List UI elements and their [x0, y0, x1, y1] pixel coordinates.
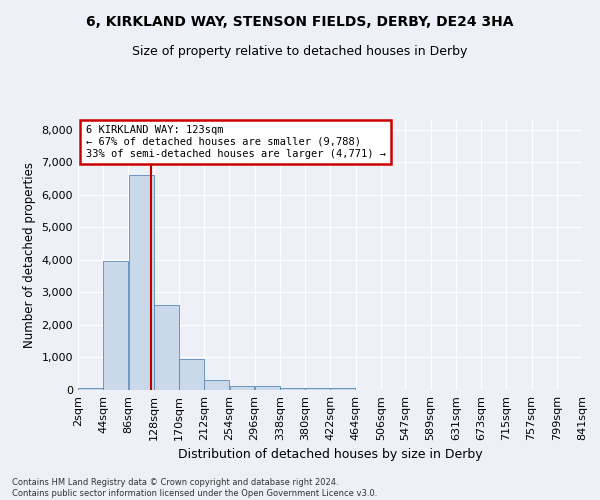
Text: 6 KIRKLAND WAY: 123sqm
← 67% of detached houses are smaller (9,788)
33% of semi-: 6 KIRKLAND WAY: 123sqm ← 67% of detached… [86, 126, 386, 158]
Bar [78, 388, 103, 390]
Text: Contains HM Land Registry data © Crown copyright and database right 2024.
Contai: Contains HM Land Registry data © Crown c… [12, 478, 377, 498]
Text: 6, KIRKLAND WAY, STENSON FIELDS, DERBY, DE24 3HA: 6, KIRKLAND WAY, STENSON FIELDS, DERBY, … [86, 15, 514, 29]
Bar [154, 305, 179, 390]
Bar [305, 388, 330, 390]
Bar [331, 388, 355, 390]
Bar [255, 386, 280, 390]
Y-axis label: Number of detached properties: Number of detached properties [23, 162, 36, 348]
Bar [179, 359, 204, 390]
Bar [103, 260, 128, 390]
X-axis label: Distribution of detached houses by size in Derby: Distribution of detached houses by size … [178, 448, 482, 462]
Bar [230, 386, 254, 390]
Bar [128, 176, 154, 390]
Bar [280, 388, 305, 390]
Bar [205, 380, 229, 390]
Text: Size of property relative to detached houses in Derby: Size of property relative to detached ho… [133, 45, 467, 58]
